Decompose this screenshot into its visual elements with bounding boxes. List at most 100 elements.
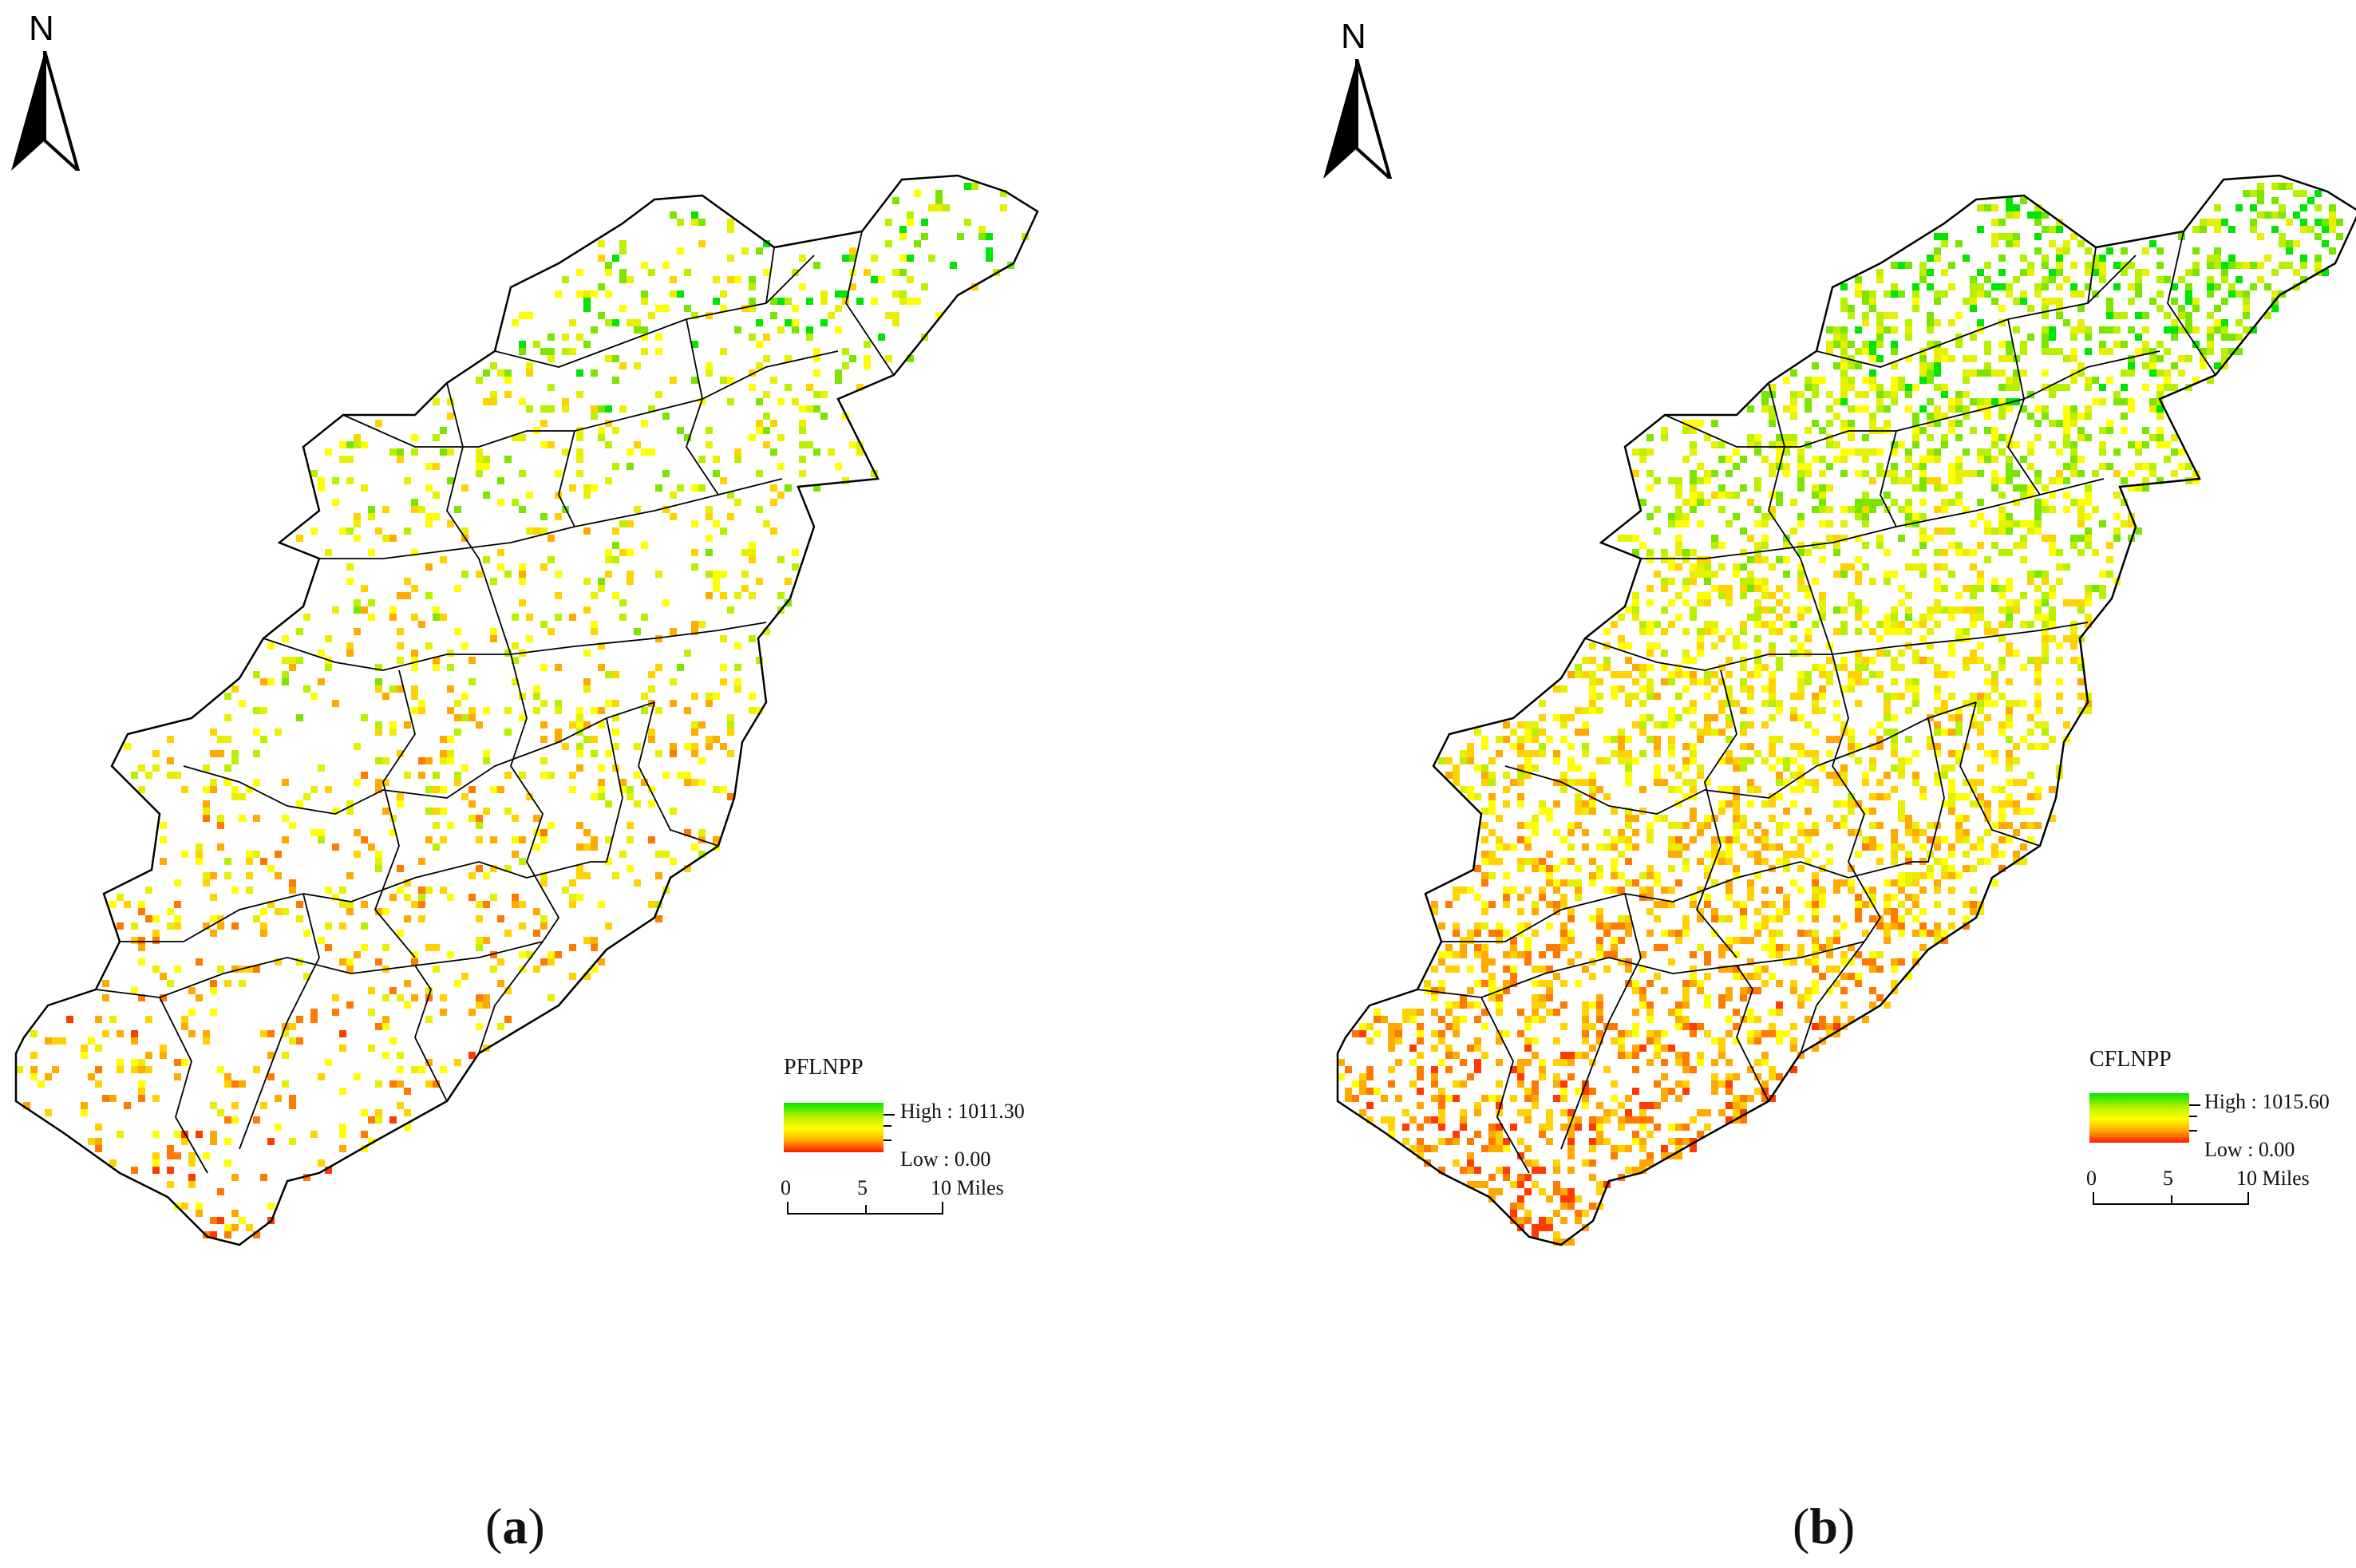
npp-pixel <box>1948 843 1955 851</box>
npp-pixel <box>1725 750 1733 757</box>
npp-pixel <box>1725 1116 1733 1124</box>
npp-pixel <box>612 714 619 721</box>
npp-pixel <box>1769 1073 1776 1080</box>
npp-pixel <box>1898 290 1905 298</box>
npp-pixel <box>404 527 411 535</box>
npp-pixel <box>1496 815 1503 822</box>
npp-pixel <box>339 887 346 894</box>
npp-pixel <box>1704 951 1711 958</box>
npp-pixel <box>1826 987 1833 994</box>
npp-pixel <box>1589 700 1596 707</box>
npp-pixel <box>2049 542 2056 549</box>
npp-pixel <box>1833 772 1840 779</box>
npp-pixel <box>1862 779 1869 786</box>
npp-pixel <box>1963 506 1970 513</box>
npp-pixel <box>1668 843 1675 851</box>
npp-pixel <box>483 492 490 499</box>
npp-pixel <box>576 750 583 757</box>
npp-pixel <box>1575 1210 1582 1217</box>
npp-pixel <box>1682 1138 1690 1145</box>
npp-pixel <box>1797 642 1805 650</box>
npp-pixel <box>1769 420 1776 427</box>
npp-pixel <box>1797 693 1805 700</box>
npp-pixel <box>1862 312 1869 319</box>
npp-pixel <box>1524 843 1532 851</box>
npp-pixel <box>634 743 641 750</box>
npp-pixel <box>1840 922 1848 930</box>
npp-pixel <box>440 448 447 456</box>
npp-pixel <box>2013 470 2020 477</box>
npp-pixel <box>1532 1181 1539 1188</box>
npp-pixel <box>1481 872 1488 879</box>
npp-pixel <box>1639 951 1646 958</box>
npp-pixel <box>1639 786 1646 793</box>
npp-pixel <box>555 614 562 621</box>
npp-pixel <box>1869 506 1876 513</box>
npp-pixel <box>670 628 677 635</box>
npp-pixel <box>526 405 533 413</box>
npp-pixel <box>519 312 526 319</box>
npp-pixel <box>1517 721 1524 729</box>
district-boundary <box>1736 965 1769 1102</box>
npp-pixel <box>1747 757 1754 764</box>
npp-pixel <box>1919 944 1927 951</box>
npp-pixel <box>1524 1016 1532 1023</box>
npp-pixel <box>361 441 368 448</box>
npp-pixel <box>2034 793 2042 800</box>
npp-pixel <box>1575 1052 1582 1059</box>
npp-pixel <box>1733 1073 1740 1080</box>
npp-pixel <box>1941 527 1948 535</box>
district-boundary <box>1641 478 2105 559</box>
npp-pixel <box>1718 700 1725 707</box>
npp-pixel <box>174 1152 181 1159</box>
npp-pixel <box>131 1037 138 1045</box>
npp-pixel <box>562 448 569 456</box>
npp-pixel <box>224 1159 231 1167</box>
npp-pixel <box>1697 980 1704 987</box>
npp-pixel <box>691 520 698 527</box>
npp-pixel <box>1977 721 1984 729</box>
npp-pixel <box>1539 887 1546 894</box>
npp-pixel <box>662 772 670 779</box>
north-label: N <box>1341 17 1366 56</box>
npp-pixel <box>1725 994 1733 1001</box>
npp-pixel <box>540 915 547 922</box>
npp-pixel <box>1769 563 1776 571</box>
npp-pixel <box>1668 887 1675 894</box>
npp-pixel <box>196 1131 203 1138</box>
npp-pixel <box>239 1080 246 1088</box>
npp-pixel <box>1532 1088 1539 1095</box>
npp-pixel <box>1488 772 1496 779</box>
npp-pixel <box>1467 1073 1474 1080</box>
npp-pixel <box>1481 772 1488 779</box>
npp-pixel <box>404 1109 411 1116</box>
npp-pixel <box>605 800 612 808</box>
npp-pixel <box>1833 966 1840 973</box>
npp-pixel <box>691 341 698 348</box>
npp-pixel <box>1697 650 1704 657</box>
npp-pixel <box>490 836 497 843</box>
npp-pixel <box>1618 1052 1625 1059</box>
npp-pixel <box>1668 1124 1675 1131</box>
npp-pixel <box>598 721 605 729</box>
npp-pixel <box>1919 843 1927 851</box>
npp-pixel <box>2006 614 2013 621</box>
npp-pixel <box>1761 585 1769 592</box>
npp-pixel <box>1891 657 1898 664</box>
npp-pixel <box>1862 298 1869 305</box>
npp-pixel <box>1963 865 1970 872</box>
npp-pixel <box>1438 980 1445 987</box>
npp-pixel <box>1833 736 1840 743</box>
npp-pixel <box>1740 592 1747 599</box>
npp-pixel <box>1970 865 1977 872</box>
npp-pixel <box>2020 664 2027 671</box>
npp-pixel <box>885 312 892 319</box>
npp-pixel <box>1596 994 1603 1001</box>
npp-pixel <box>1869 887 1876 894</box>
npp-pixel <box>2214 204 2221 211</box>
npp-pixel <box>1632 1023 1639 1030</box>
npp-pixel <box>1991 369 1998 377</box>
npp-pixel <box>1575 1088 1582 1095</box>
npp-pixel <box>598 901 605 908</box>
npp-pixel <box>1611 922 1618 930</box>
